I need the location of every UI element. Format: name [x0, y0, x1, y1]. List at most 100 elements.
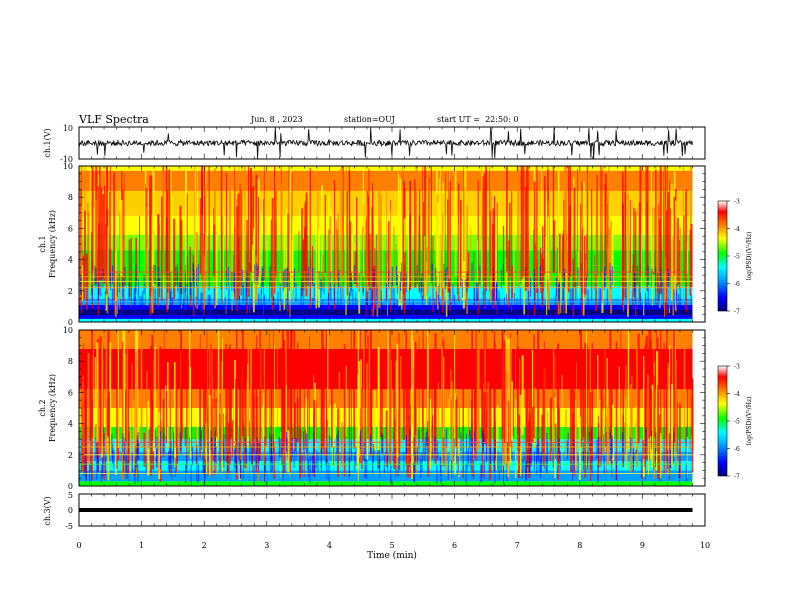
spectrogram-streak [582, 203, 584, 299]
spectrogram-streak [572, 375, 574, 450]
spectrogram-line [79, 454, 693, 456]
spectrogram-streak [642, 438, 643, 480]
spectrogram-streak [195, 296, 197, 316]
spectrogram-streak [129, 429, 131, 473]
spectrogram-streak [558, 438, 560, 458]
spectrogram-streak [96, 446, 98, 466]
spectrogram-streak [410, 330, 413, 454]
spectrogram-streak [103, 432, 105, 480]
spectrogram-streak [96, 342, 99, 442]
spectrogram-streak [450, 301, 452, 321]
spectrogram-streak [477, 240, 479, 292]
spectrogram-streak [390, 465, 392, 485]
spectrogram-streak [467, 252, 470, 289]
spectrogram-streak [431, 365, 433, 437]
spectrogram-streak [153, 360, 154, 446]
spectrogram-streak [326, 419, 328, 463]
spectrogram-streak [668, 433, 671, 480]
spectrogram-streak [240, 189, 242, 296]
spectrogram-streak [599, 399, 601, 437]
spectrogram-streak [420, 459, 422, 478]
spectrogram-streak [389, 330, 391, 465]
spectrogram-streak [669, 180, 671, 290]
spectrogram-streak [414, 452, 416, 472]
spectrogram-streak [227, 452, 229, 472]
spectrogram-streak [563, 166, 566, 273]
spectrogram-streak [254, 264, 256, 284]
spectrogram-streak [525, 361, 528, 476]
spectrogram-streak [302, 239, 305, 291]
spectrogram-streak [228, 387, 230, 458]
ch1-waveform-trace [78, 127, 693, 159]
spectrogram-streak [153, 264, 155, 284]
spectrogram-streak [269, 266, 271, 286]
spectrogram-streak [458, 406, 460, 463]
spectrogram-streak [601, 166, 603, 303]
spectrogram-streak [502, 264, 504, 283]
spectrogram-streak [413, 368, 416, 474]
spectrogram-streak [534, 286, 536, 305]
spectrogram-streak [293, 268, 295, 288]
spectrogram-streak [549, 252, 551, 286]
ch1-ytick-bottom: -10 [60, 155, 73, 164]
spectrogram-streak [306, 398, 308, 448]
spectrogram-streak [615, 341, 618, 481]
spectrogram-streak [633, 207, 635, 285]
spectrogram-streak [220, 361, 223, 455]
spectrogram-streak [283, 269, 285, 289]
spectrogram-streak [333, 284, 335, 304]
spectrogram-streak [153, 451, 155, 471]
x-tick-label: 5 [389, 541, 394, 550]
spectrogram-streak [256, 396, 258, 466]
spectrogram-streak [193, 269, 195, 289]
spectrogram-streak [607, 195, 609, 275]
spectrogram-streak [380, 194, 382, 290]
spectrogram-streak [500, 269, 502, 289]
spectrogram-streak [538, 442, 540, 462]
spectrogram-streak [283, 351, 286, 444]
spectrogram-streak [400, 222, 402, 277]
spectrogram-streak [531, 349, 534, 444]
spectrogram-streak [298, 230, 300, 272]
spectrogram-streak [504, 297, 506, 316]
spectrogram-streak [333, 447, 335, 466]
x-tick-label: 1 [139, 541, 144, 550]
spectrogram-streak [372, 267, 374, 287]
spectrogram-streak [511, 191, 513, 312]
spectrogram-streak [105, 456, 107, 476]
spectrogram-streak [348, 170, 351, 288]
spectrogram-streak [234, 166, 235, 297]
spectrogram-streak [391, 266, 393, 286]
spectrogram-streak [234, 175, 236, 292]
spectrogram-streak [216, 219, 218, 306]
spectrogram-streak [289, 376, 291, 464]
spectrogram-streak [330, 405, 332, 437]
spectrogram-streak [395, 361, 397, 446]
spectrogram-streak [634, 283, 636, 302]
spectrogram-streak [287, 430, 290, 473]
time-axis-label: Time (min) [367, 550, 417, 561]
spectrogram-streak [519, 288, 521, 307]
spectrogram-streak [153, 347, 155, 456]
spectrogram-streak [683, 330, 686, 441]
spectrogram-streak [527, 278, 529, 317]
spectrogram-streak [362, 276, 364, 296]
spectrogram-streak [544, 176, 546, 275]
spectrogram-streak [641, 212, 642, 297]
spectrogram-streak [631, 228, 633, 292]
spectrogram-streak [654, 448, 656, 468]
spectrogram-streak [647, 374, 649, 456]
spectrogram-line [79, 271, 693, 273]
spectrogram-streak [270, 219, 272, 298]
spectrogram-streak [537, 439, 539, 459]
spectrogram-streak [403, 451, 405, 471]
spectrogram-streak [271, 418, 273, 463]
spectrogram-streak [515, 330, 516, 452]
spectrogram-streak [557, 404, 559, 461]
spectrogram-streak [159, 450, 161, 470]
spectrogram-streak [315, 224, 317, 309]
spectrogram-streak [309, 167, 311, 309]
spectrogram-streak [269, 330, 270, 470]
spectrogram-streak [464, 166, 467, 280]
